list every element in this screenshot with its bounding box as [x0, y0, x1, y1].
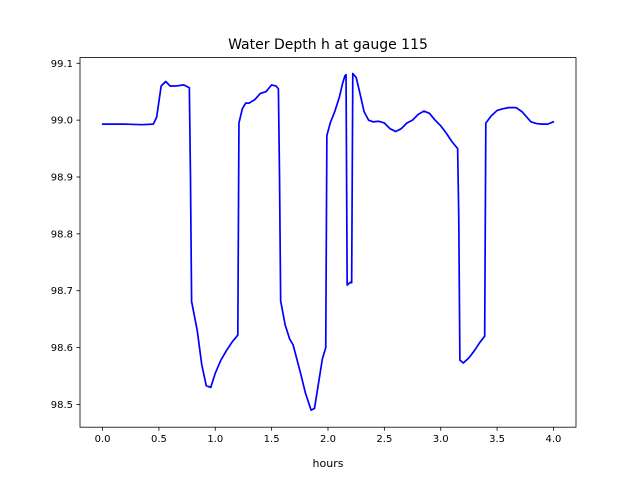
water-depth-line: [101, 72, 555, 411]
x-tick-label: 3.5: [489, 434, 505, 445]
x-tick-label: 4.0: [546, 434, 562, 445]
x-tick-label: 1.0: [207, 434, 223, 445]
y-tick-label: 98.6: [51, 343, 73, 354]
x-tick-label: 0.0: [95, 434, 111, 445]
y-tick-label: 98.9: [51, 173, 73, 184]
y-tick-label: 98.7: [51, 286, 73, 297]
y-tick-label: 99.1: [51, 59, 73, 70]
y-tick-label: 98.5: [51, 400, 73, 411]
x-tick-label: 0.5: [151, 434, 167, 445]
x-tick-label: 1.5: [264, 434, 280, 445]
series-layer: [101, 72, 555, 411]
x-axis-label: hours: [313, 457, 344, 470]
y-axis: 98.5 98.6 98.7 98.8 98.9 99.0 99.1: [51, 59, 80, 411]
plot-area: [79, 57, 577, 428]
x-tick-label: 2.0: [320, 434, 336, 445]
x-tick-label: 3.0: [433, 434, 449, 445]
y-tick-label: 99.0: [51, 116, 73, 127]
x-tick-label: 2.5: [376, 434, 392, 445]
y-tick-label: 98.8: [51, 229, 73, 240]
chart-title: Water Depth h at gauge 115: [228, 37, 428, 53]
plot-frame: [79, 57, 577, 428]
x-axis: 0.0 0.5 1.0 1.5 2.0 2.5 3.0 3.5 4.0: [95, 427, 562, 445]
